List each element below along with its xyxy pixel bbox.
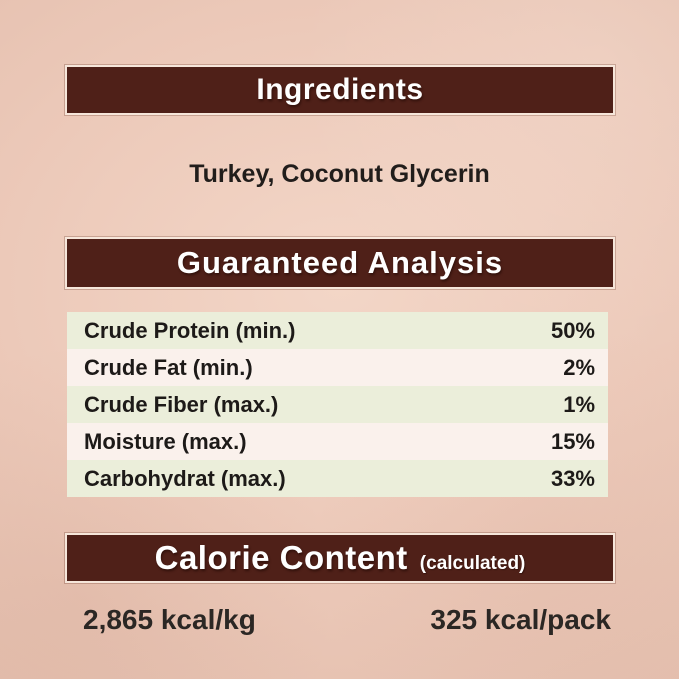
calorie-content-banner: Calorie Content (calculated) bbox=[67, 535, 613, 581]
guaranteed-analysis-banner: Guaranteed Analysis bbox=[67, 239, 613, 287]
calorie-heading-group: Calorie Content (calculated) bbox=[155, 539, 526, 577]
ingredients-banner: Ingredients bbox=[67, 67, 613, 113]
guaranteed-analysis-heading: Guaranteed Analysis bbox=[176, 245, 504, 280]
calorie-content-qualifier: (calculated) bbox=[419, 553, 526, 574]
analysis-row-label: Crude Protein (min.) bbox=[84, 317, 296, 343]
ingredients-list-text: Turkey, Coconut Glycerin bbox=[189, 160, 490, 188]
calorie-content-heading: Calorie Content bbox=[154, 539, 408, 576]
analysis-row-value: 15% bbox=[550, 428, 595, 454]
analysis-row-value: 1% bbox=[563, 391, 595, 417]
calorie-values-row: 2,865 kcal/kg 325 kcal/pack bbox=[67, 604, 613, 636]
analysis-row-crude-fat: Crude Fat (min.) 2% bbox=[67, 349, 608, 386]
calorie-per-kg: 2,865 kcal/kg bbox=[83, 604, 256, 635]
analysis-row-label: Crude Fat (min.) bbox=[84, 354, 253, 380]
analysis-row-value: 33% bbox=[550, 465, 595, 491]
analysis-row-label: Crude Fiber (max.) bbox=[84, 391, 279, 417]
analysis-row-label: Carbohydrat (max.) bbox=[84, 465, 286, 491]
analysis-row-value: 50% bbox=[550, 317, 595, 343]
ingredients-heading: Ingredients bbox=[256, 73, 424, 106]
guaranteed-analysis-table: Crude Protein (min.) 50% Crude Fat (min.… bbox=[67, 312, 608, 497]
analysis-row-moisture: Moisture (max.) 15% bbox=[67, 423, 608, 460]
analysis-row-crude-fiber: Crude Fiber (max.) 1% bbox=[67, 386, 608, 423]
analysis-row-crude-protein: Crude Protein (min.) 50% bbox=[67, 312, 608, 349]
analysis-row-value: 2% bbox=[563, 354, 595, 380]
analysis-row-carbohydrate: Carbohydrat (max.) 33% bbox=[67, 460, 608, 497]
analysis-row-label: Moisture (max.) bbox=[84, 428, 247, 454]
calorie-per-pack: 325 kcal/pack bbox=[430, 604, 611, 635]
